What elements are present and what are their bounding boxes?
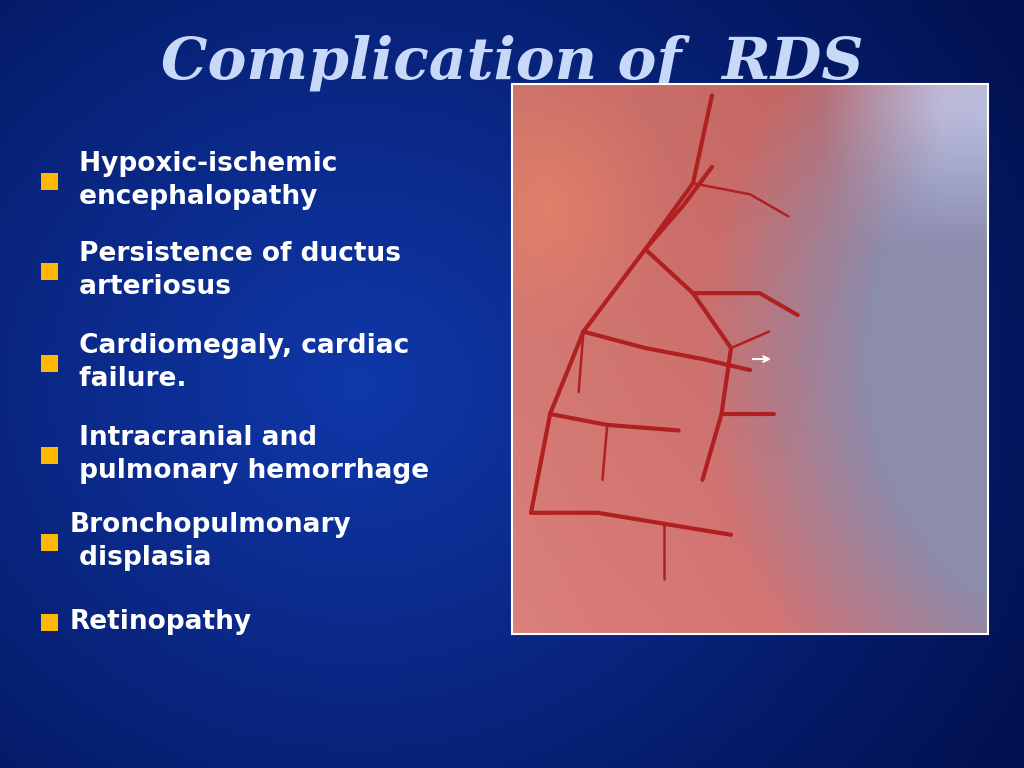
Bar (41, 614, 58, 631)
Text: Intracranial and
 pulmonary hemorrhage: Intracranial and pulmonary hemorrhage (70, 425, 429, 484)
Bar (41, 447, 58, 464)
Bar (41, 173, 58, 190)
Text: Retinopathy: Retinopathy (70, 609, 252, 635)
Text: Hypoxic-ischemic
 encephalopathy: Hypoxic-ischemic encephalopathy (70, 151, 337, 210)
Bar (41, 534, 58, 551)
Text: Bronchopulmonary
 displasia: Bronchopulmonary displasia (70, 512, 351, 571)
Text: Persistence of ductus
 arteriosus: Persistence of ductus arteriosus (70, 241, 400, 300)
Bar (41, 355, 58, 372)
Text: Complication of  RDS: Complication of RDS (161, 35, 863, 91)
Bar (41, 263, 58, 280)
Text: Cardiomegaly, cardiac
 failure.: Cardiomegaly, cardiac failure. (70, 333, 409, 392)
